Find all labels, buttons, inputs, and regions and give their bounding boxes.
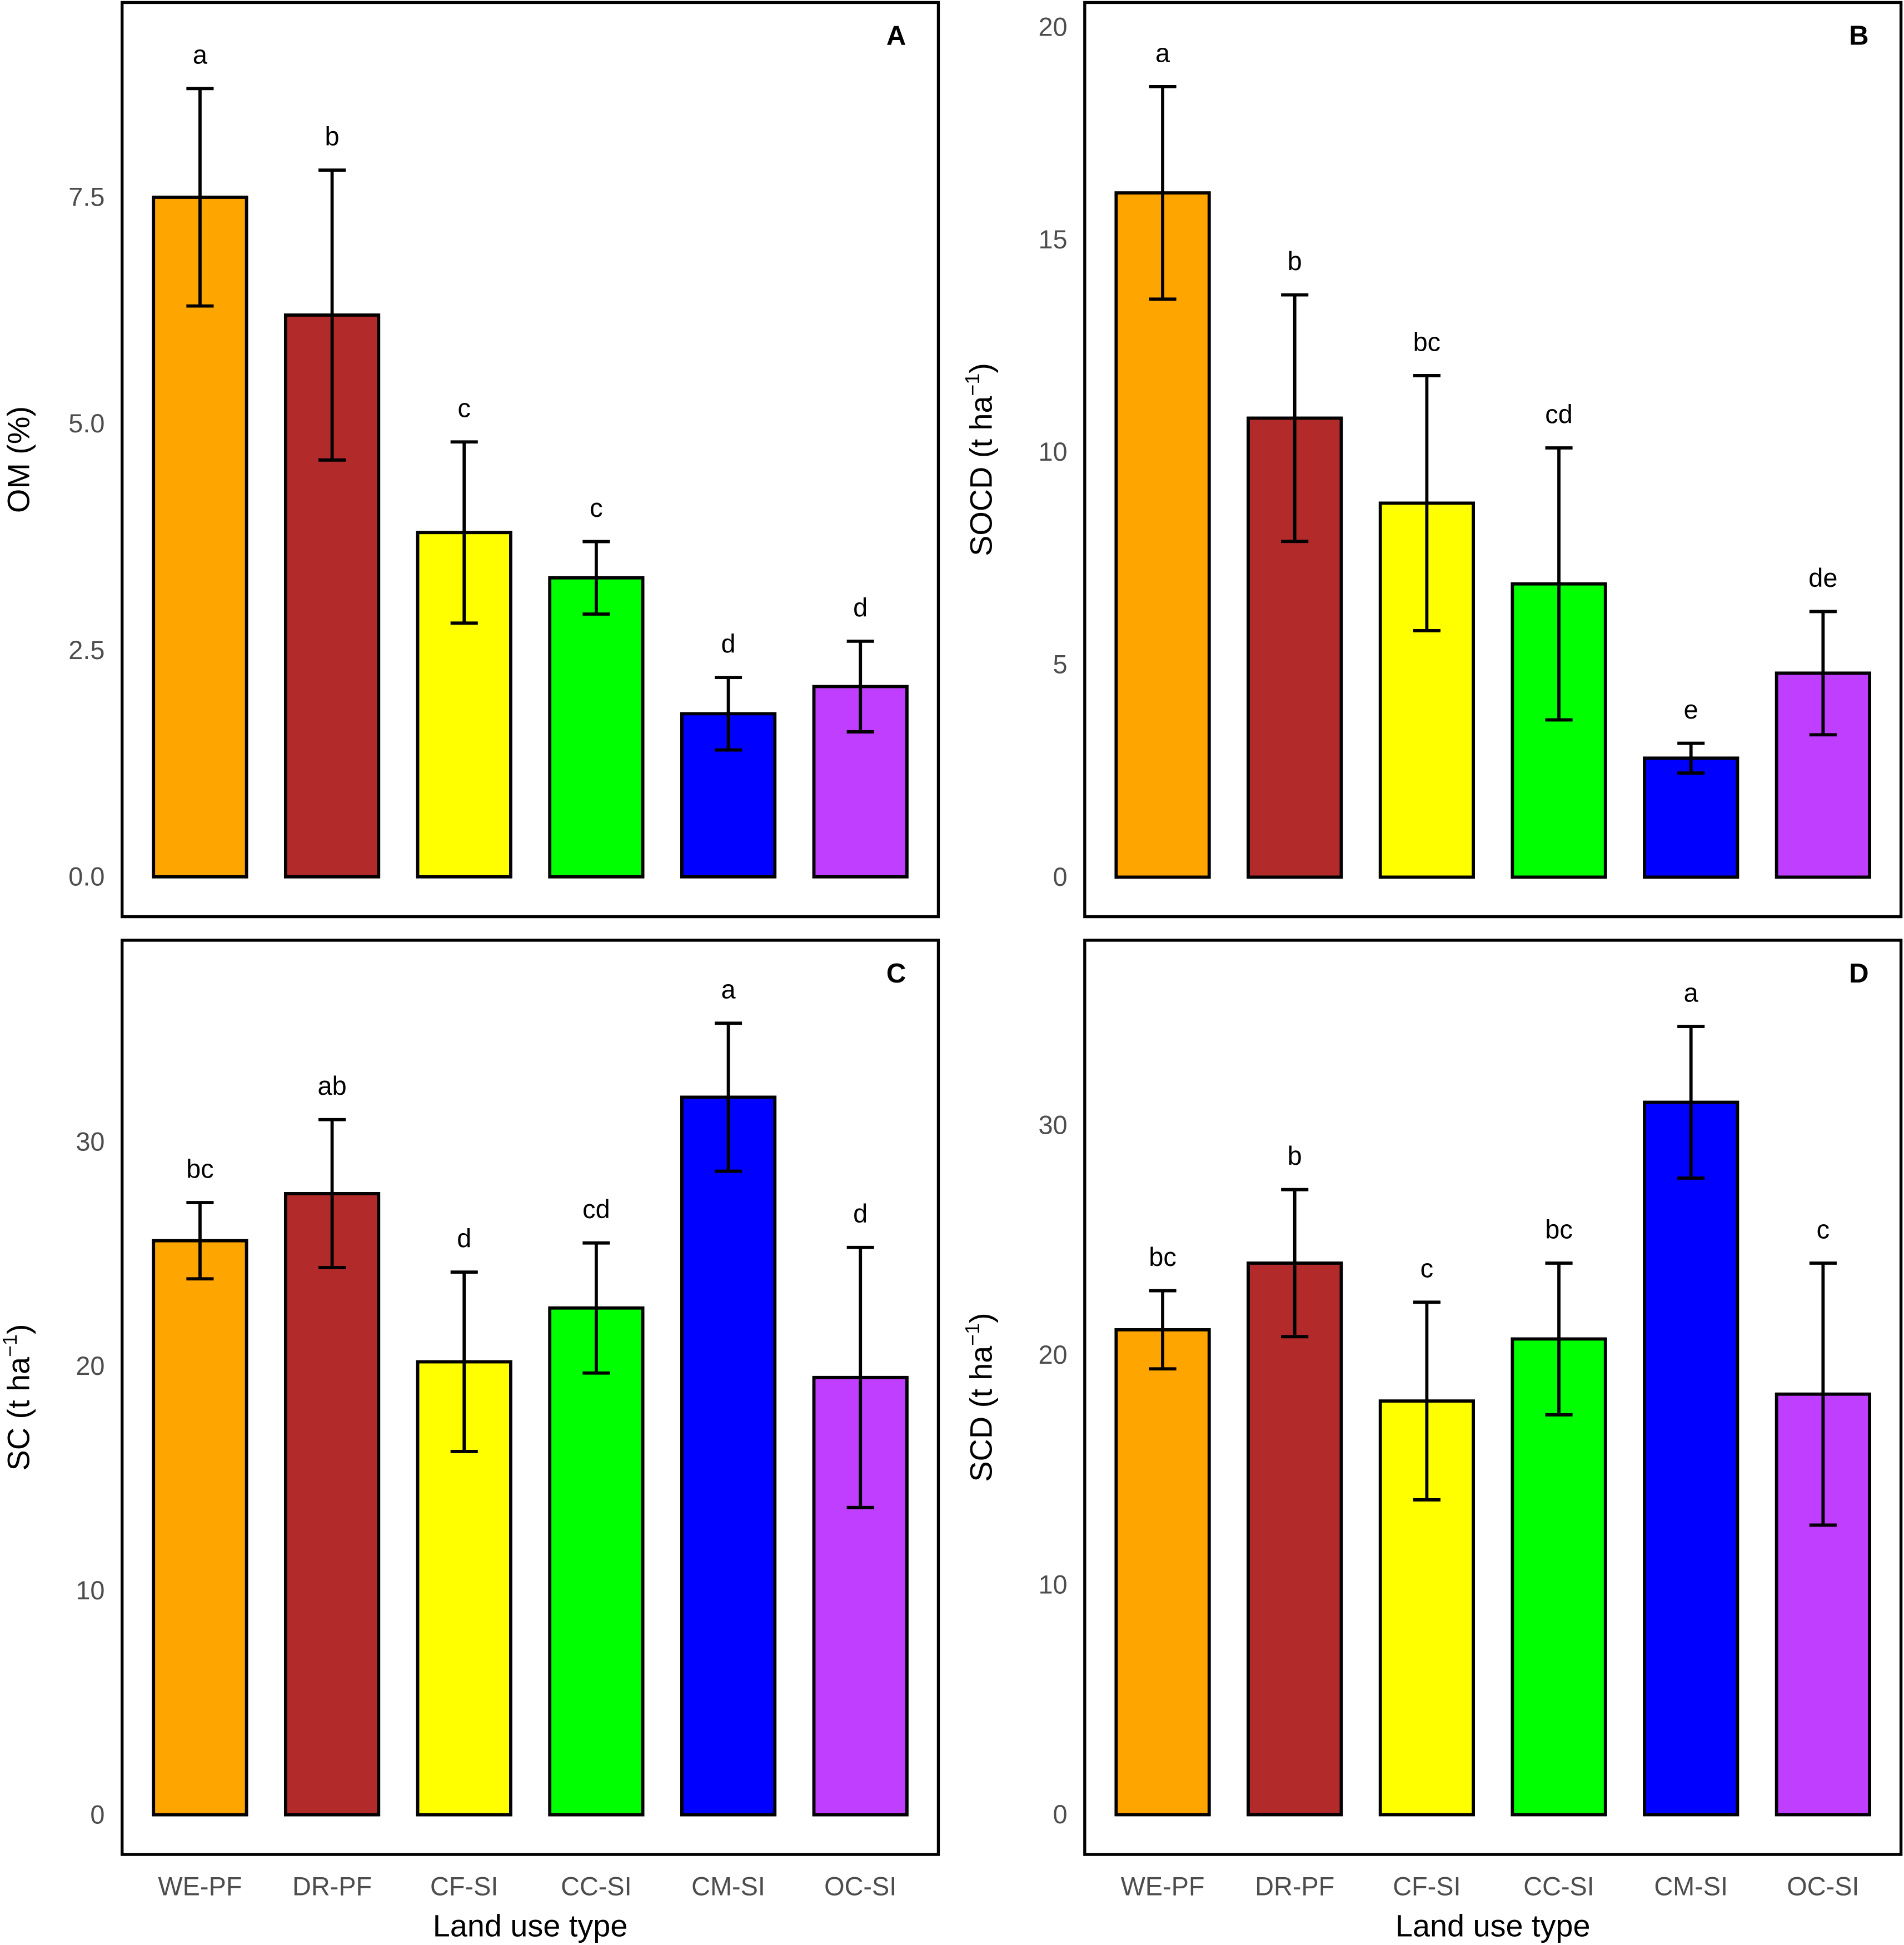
y-axis-label: OM (%) bbox=[1, 406, 36, 513]
significance-letter: bc bbox=[1545, 1215, 1573, 1244]
y-tick-label: 30 bbox=[76, 1128, 104, 1156]
y-tick-label: 7.5 bbox=[68, 183, 104, 212]
x-tick-label: WE-PF bbox=[1121, 1872, 1205, 1901]
y-tick-label: 0 bbox=[1053, 1800, 1068, 1829]
y-tick-label: 10 bbox=[76, 1576, 104, 1605]
y-tick-label: 0.0 bbox=[68, 862, 104, 891]
bar-dr-pf bbox=[283, 1192, 381, 1817]
y-axis-label-close: ) bbox=[1, 1324, 36, 1335]
significance-letter: c bbox=[1420, 1254, 1433, 1283]
x-tick-label: OC-SI bbox=[1787, 1872, 1859, 1901]
significance-letter: a bbox=[721, 975, 736, 1004]
panel-border bbox=[1083, 939, 1903, 1856]
y-tick-label: 5 bbox=[1053, 650, 1068, 679]
bar-cm-si bbox=[1643, 756, 1739, 879]
significance-letter: b bbox=[1288, 1141, 1302, 1170]
bar-cm-si bbox=[680, 1095, 777, 1817]
significance-letter: c bbox=[1817, 1215, 1830, 1244]
significance-letter: ab bbox=[318, 1071, 347, 1100]
bar-cc-si bbox=[548, 576, 645, 879]
y-tick-label: 20 bbox=[76, 1351, 104, 1380]
x-tick-label: CM-SI bbox=[1654, 1872, 1728, 1901]
y-axis-label-superscript: −1 bbox=[961, 373, 984, 396]
significance-letter: b bbox=[1288, 247, 1302, 276]
x-tick-label: OC-SI bbox=[824, 1872, 896, 1901]
significance-letter: de bbox=[1808, 563, 1837, 592]
y-axis-label-close: ) bbox=[963, 1313, 998, 1323]
significance-letter: cd bbox=[582, 1195, 610, 1224]
y-axis-label: SCD (t ha−1) bbox=[961, 1313, 998, 1482]
panel-letter: C bbox=[886, 959, 906, 989]
y-tick-label: 10 bbox=[1038, 1570, 1067, 1599]
bar-we-pf bbox=[1114, 1328, 1211, 1817]
y-axis-label-text: OM (%) bbox=[1, 406, 36, 513]
significance-letter: a bbox=[193, 41, 208, 69]
bar-dr-pf bbox=[1247, 1261, 1343, 1817]
significance-letter: c bbox=[458, 394, 471, 423]
panel-c: bc WE-PF ab DR-PF d CF-SI cd CC-SI a CM-SI d OC-SI 0… bbox=[0, 939, 940, 1943]
y-tick-label: 10 bbox=[1038, 437, 1067, 466]
panel-letter: D bbox=[1849, 959, 1868, 989]
y-tick-label: 0 bbox=[90, 1800, 104, 1829]
significance-letter: e bbox=[1684, 695, 1698, 724]
x-tick-label: DR-PF bbox=[292, 1872, 372, 1901]
panel-b: a b bc cd e de 0 5 10 15 20 B SOCD (t ha−1) bbox=[961, 1, 1903, 919]
x-tick-label: DR-PF bbox=[1255, 1872, 1334, 1901]
significance-letter: d bbox=[853, 593, 868, 622]
x-axis-label: Land use type bbox=[1395, 1908, 1591, 1943]
y-tick-label: 5.0 bbox=[68, 409, 104, 438]
y-axis-label-close: ) bbox=[963, 363, 998, 373]
y-axis-label-text: SC (t ha bbox=[1, 1356, 36, 1471]
panel-a: a b c c d d 0.0 2.5 5.0 7.5 A OM (%) bbox=[1, 1, 940, 919]
significance-letter: c bbox=[590, 493, 602, 522]
significance-letter: b bbox=[325, 122, 340, 151]
y-tick-label: 0 bbox=[1053, 862, 1068, 891]
y-tick-label: 20 bbox=[1038, 12, 1067, 41]
x-tick-label: CC-SI bbox=[561, 1872, 632, 1901]
y-axis-label: SC (t ha−1) bbox=[0, 1324, 36, 1471]
y-axis-label-text: SOCD (t ha bbox=[963, 396, 998, 556]
significance-letter: d bbox=[853, 1199, 868, 1228]
panel-border bbox=[121, 1, 940, 919]
significance-letter: d bbox=[721, 629, 736, 658]
significance-letter: bc bbox=[1149, 1243, 1177, 1271]
panel-border bbox=[1083, 1, 1903, 919]
x-axis-label: Land use type bbox=[433, 1908, 628, 1943]
y-tick-label: 15 bbox=[1038, 225, 1067, 254]
panel-letter: A bbox=[886, 21, 906, 51]
y-axis-label-superscript: −1 bbox=[0, 1334, 21, 1357]
y-tick-label: 2.5 bbox=[68, 636, 104, 665]
bar-we-pf bbox=[152, 1239, 248, 1817]
significance-letter: d bbox=[457, 1224, 471, 1253]
bar-cc-si bbox=[1511, 1337, 1607, 1817]
y-tick-label: 20 bbox=[1038, 1340, 1067, 1369]
bar-cm-si bbox=[1643, 1100, 1739, 1817]
panel-border bbox=[121, 939, 940, 1856]
bar-we-pf bbox=[152, 196, 248, 879]
y-axis-label-superscript: −1 bbox=[961, 1323, 984, 1346]
y-axis-label-text: SCD (t ha bbox=[963, 1345, 998, 1482]
significance-letter: a bbox=[1155, 38, 1170, 67]
significance-letter: cd bbox=[1545, 400, 1573, 428]
x-tick-label: CF-SI bbox=[1393, 1872, 1461, 1901]
bar-cc-si bbox=[548, 1306, 645, 1817]
significance-letter: a bbox=[1684, 978, 1699, 1007]
y-axis-label: SOCD (t ha−1) bbox=[961, 363, 998, 556]
panel-letter: B bbox=[1849, 21, 1868, 51]
significance-letter: bc bbox=[1413, 327, 1441, 356]
y-tick-label: 30 bbox=[1038, 1110, 1067, 1139]
x-tick-label: CF-SI bbox=[430, 1872, 498, 1901]
significance-letter: bc bbox=[186, 1154, 214, 1183]
x-tick-label: CC-SI bbox=[1523, 1872, 1594, 1901]
x-tick-label: WE-PF bbox=[158, 1872, 242, 1901]
x-tick-label: CM-SI bbox=[691, 1872, 765, 1901]
panel-d: bc WE-PF b DR-PF c CF-SI bc CC-SI a CM-SI c OC-SI 0 1… bbox=[961, 939, 1903, 1943]
